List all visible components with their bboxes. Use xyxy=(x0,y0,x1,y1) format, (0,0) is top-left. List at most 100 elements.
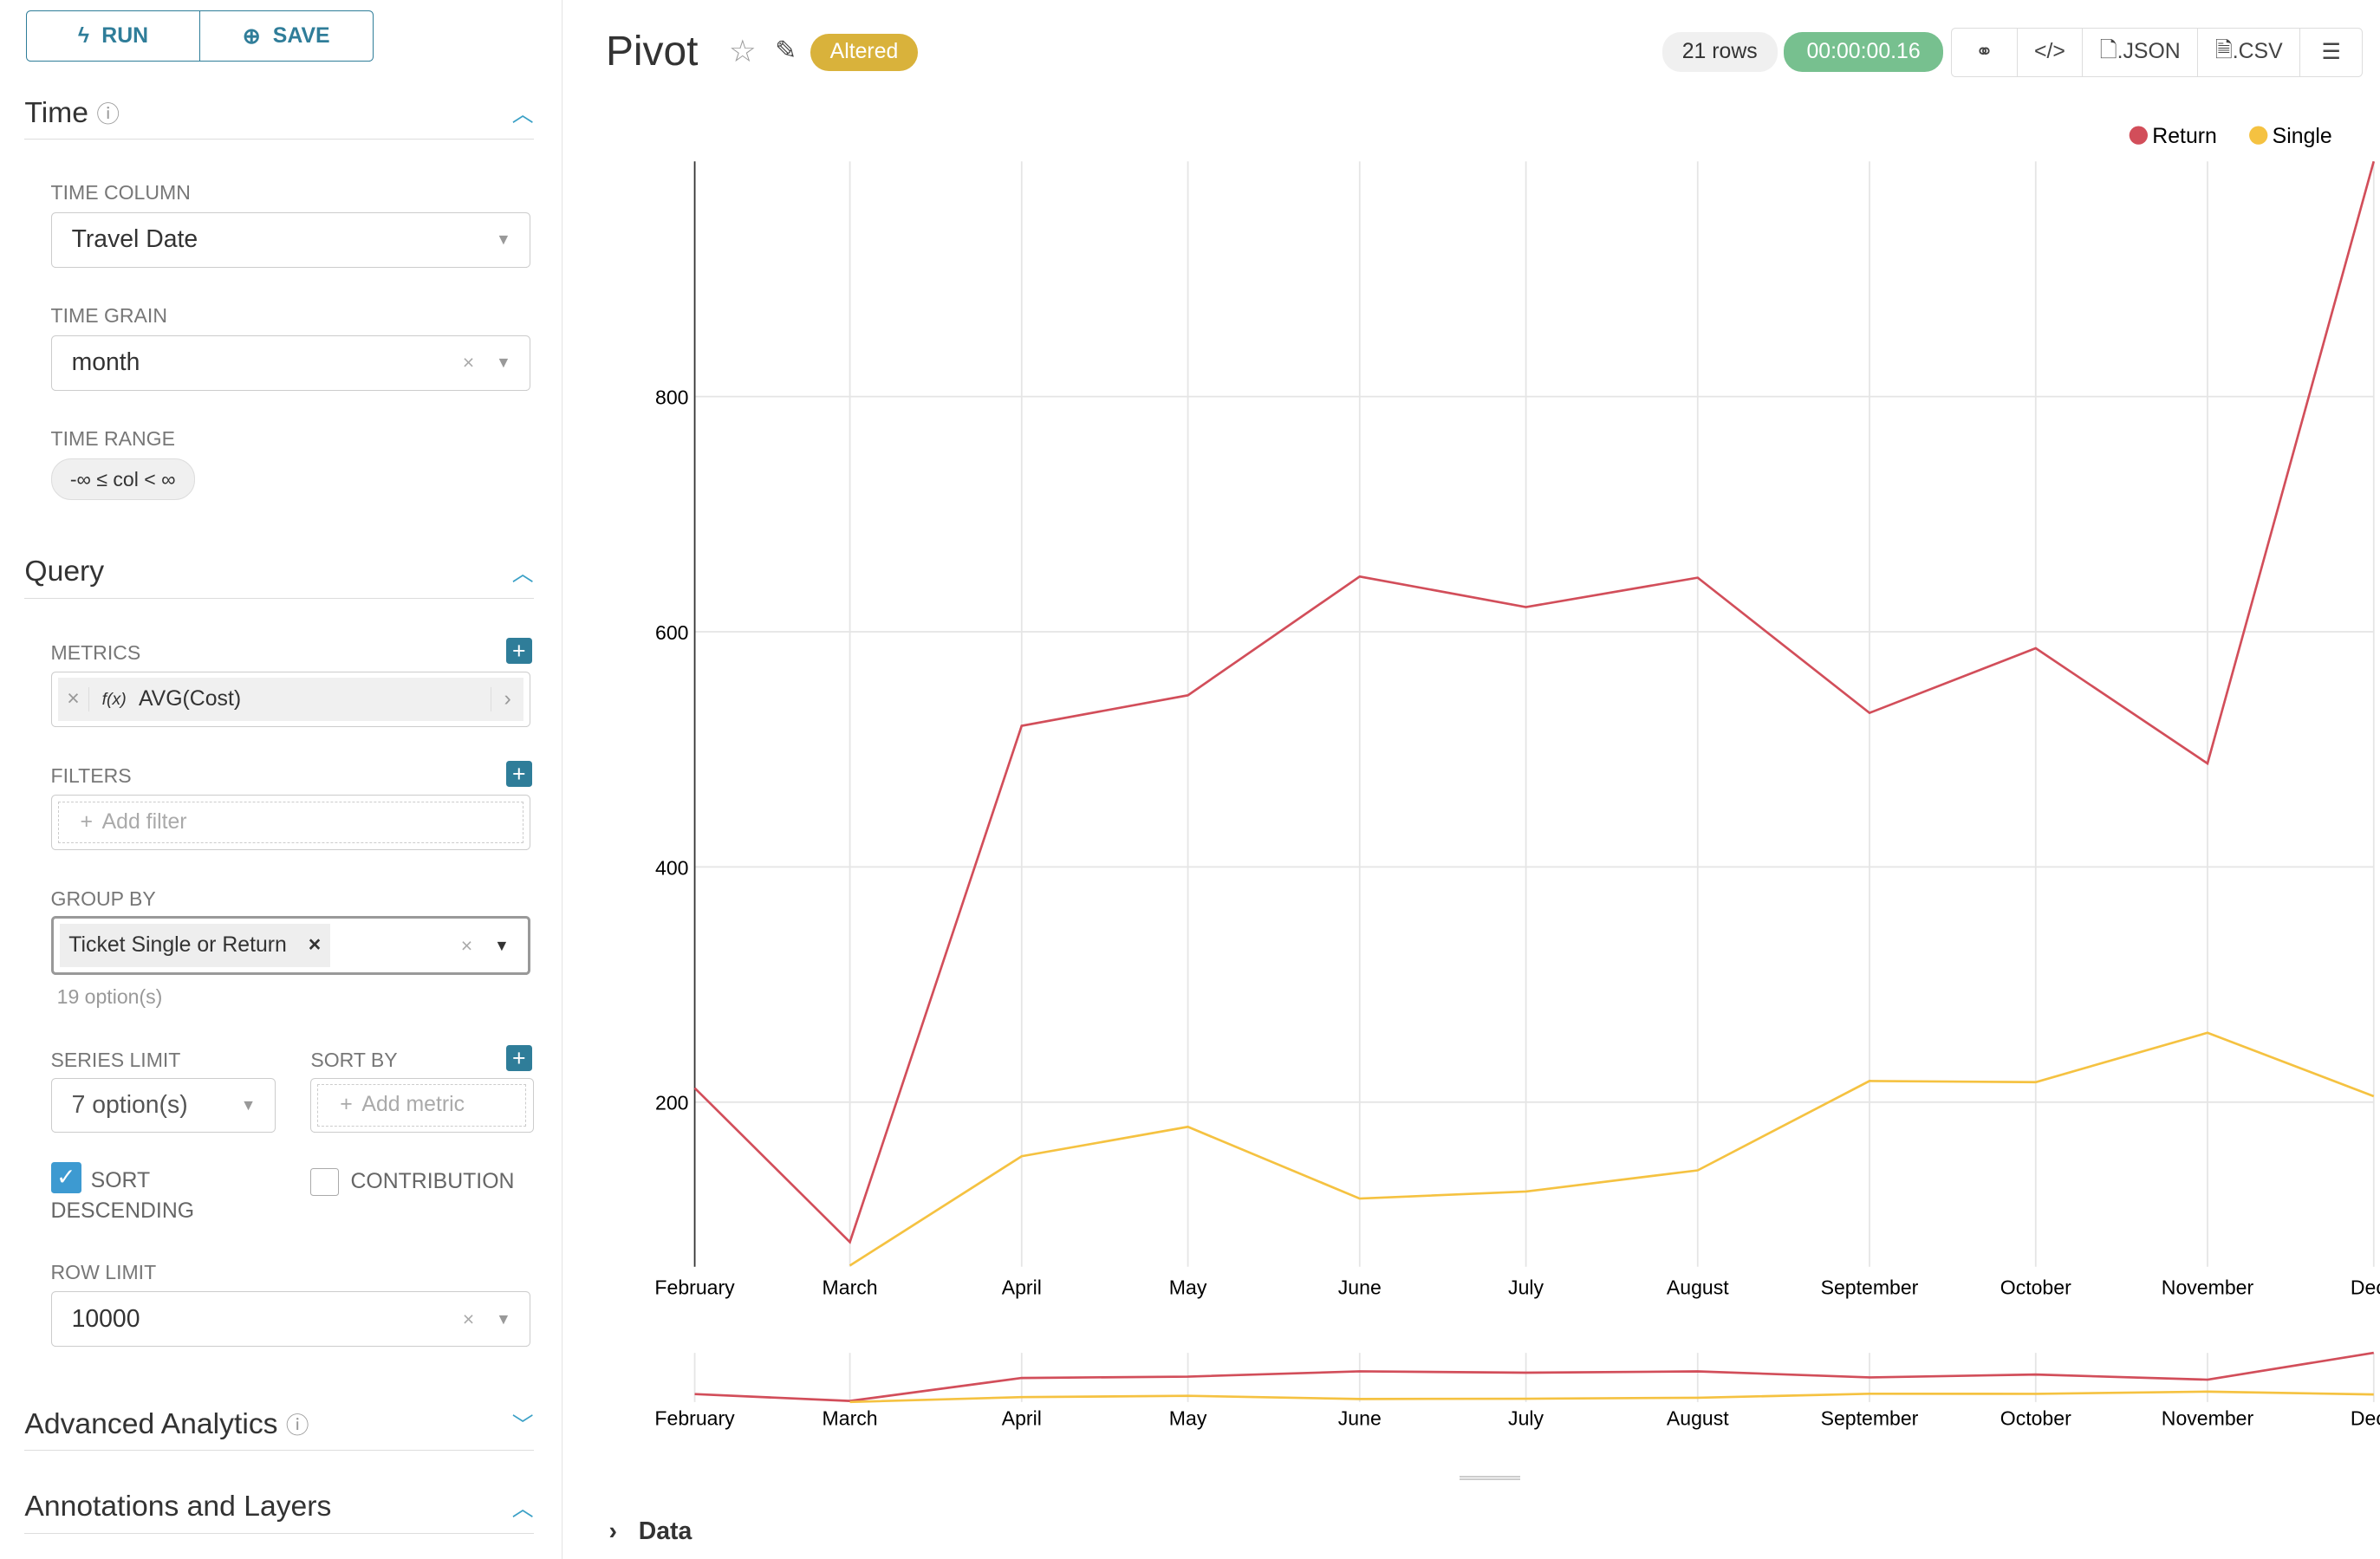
sort-by-field[interactable]: + Add metric xyxy=(310,1078,533,1134)
add-sort-plus-button[interactable]: + xyxy=(506,1045,532,1071)
brush-x-tick-label: August xyxy=(1667,1406,1729,1429)
data-toggle-label: Data xyxy=(639,1517,693,1546)
line-chart: 200 400 600 800 February February March March Ap… xyxy=(562,0,2380,1476)
time-grain-select[interactable]: month × ▼ xyxy=(51,335,530,391)
chevron-up-icon[interactable]: ︿ xyxy=(512,1491,534,1523)
x-tick-label: September xyxy=(1821,1276,1919,1299)
x-tick-label: May xyxy=(1169,1276,1207,1299)
x-tick-label: June xyxy=(1338,1276,1382,1299)
series-limit-label: SERIES LIMIT xyxy=(51,1049,181,1072)
legend-marker-single xyxy=(2249,126,2267,144)
bolt-icon: ϟ xyxy=(78,24,89,49)
legend-label-single[interactable]: Single xyxy=(2273,125,2332,148)
series-line-return xyxy=(695,161,2374,1242)
y-tick-label: 800 xyxy=(655,387,688,409)
contribution-label: CONTRIBUTION xyxy=(350,1170,514,1194)
add-metric-plus-button[interactable]: + xyxy=(506,638,532,664)
info-icon: ⓘ xyxy=(96,101,120,127)
annotations-title: Annotations and Layers xyxy=(24,1490,331,1523)
clear-icon[interactable]: × xyxy=(461,934,472,958)
series-limit-select[interactable]: 7 option(s) ▼ xyxy=(51,1078,276,1134)
caret-down-icon: ▼ xyxy=(496,1310,511,1328)
plus-circle-icon: ⊕ xyxy=(243,23,261,49)
series-line-single xyxy=(850,1033,2374,1266)
brush-x-tick-label: April xyxy=(1002,1406,1042,1429)
row-limit-value: 10000 xyxy=(72,1305,140,1334)
group-by-select[interactable]: Ticket Single or Return× × ▼ xyxy=(51,916,530,974)
fx-icon: f(x) xyxy=(102,690,127,710)
row-limit-select[interactable]: 10000 × ▼ xyxy=(51,1291,530,1347)
query-section-header[interactable]: Query ︿ xyxy=(24,546,533,599)
annotations-header[interactable]: Annotations and Layers ︿ xyxy=(24,1480,533,1533)
brush-x-tick-label: November xyxy=(2162,1406,2254,1429)
metrics-label: METRICS xyxy=(51,641,141,665)
run-button[interactable]: ϟ RUN xyxy=(27,11,199,61)
brush-x-tick-label: Dece xyxy=(2351,1406,2380,1429)
chevron-up-icon[interactable]: ︿ xyxy=(512,97,534,128)
contribution-checkbox[interactable] xyxy=(310,1168,338,1196)
advanced-analytics-header[interactable]: Advanced Analytics ⓘ﹀ xyxy=(24,1398,533,1451)
save-button[interactable]: ⊕SAVE xyxy=(199,11,373,61)
add-filter-button[interactable]: +Add filter xyxy=(58,802,523,843)
y-tick-label: 600 xyxy=(655,621,688,644)
group-by-options-count: 19 option(s) xyxy=(57,985,163,1009)
metric-value: AVG(Cost) xyxy=(139,687,241,711)
brush-x-tick-label: March xyxy=(823,1406,878,1429)
row-limit-label: ROW LIMIT xyxy=(51,1261,157,1284)
time-range-pill[interactable]: -∞ ≤ col < ∞ xyxy=(51,458,195,500)
plus-icon: + xyxy=(80,810,93,835)
caret-down-icon: ▼ xyxy=(496,354,511,372)
add-metric-button[interactable]: + Add metric xyxy=(317,1084,526,1126)
x-tick-label: February xyxy=(655,1276,736,1299)
remove-icon[interactable]: × xyxy=(309,933,322,958)
brush-x-tick-label: October xyxy=(2000,1406,2071,1429)
action-buttons: ϟ RUN ⊕SAVE xyxy=(26,10,373,62)
resize-handle[interactable] xyxy=(1460,1476,1521,1480)
series-limit-value: 7 option(s) xyxy=(72,1091,188,1120)
chart-panel: Pivot ☆ ✎ Altered 21 rows 00:00:00.16 ⚭ … xyxy=(562,0,2380,1559)
time-range-label: TIME RANGE xyxy=(51,427,175,451)
chevron-up-icon[interactable]: ︿ xyxy=(512,556,534,588)
x-tick-label: August xyxy=(1667,1276,1729,1299)
legend-label-return[interactable]: Return xyxy=(2153,125,2218,148)
plus-icon: + xyxy=(340,1093,353,1117)
brush-x-tick-label: May xyxy=(1169,1406,1207,1429)
sort-descending-label: SORT DESCENDING xyxy=(51,1166,205,1227)
advanced-title: Advanced Analytics xyxy=(24,1407,277,1440)
remove-icon[interactable]: × xyxy=(58,687,90,711)
group-by-chip: Ticket Single or Return× xyxy=(60,924,330,967)
time-column-value: Travel Date xyxy=(72,225,198,254)
legend-marker-return xyxy=(2130,126,2148,144)
time-column-select[interactable]: Travel Date ▼ xyxy=(51,212,530,268)
time-grain-value: month xyxy=(72,348,140,377)
query-title: Query xyxy=(24,555,104,588)
run-label: RUN xyxy=(101,24,148,49)
time-section-header[interactable]: Time ⓘ︿ xyxy=(24,86,533,139)
x-tick-label: March xyxy=(823,1276,878,1299)
y-tick-label: 200 xyxy=(655,1092,688,1114)
caret-down-icon: ▼ xyxy=(494,937,510,955)
time-column-label: TIME COLUMN xyxy=(51,181,191,205)
add-filter-plus-button[interactable]: + xyxy=(506,761,532,787)
sort-by-label: SORT BY xyxy=(310,1049,397,1072)
brush-x-tick-label: July xyxy=(1508,1406,1544,1429)
x-tick-label: April xyxy=(1002,1276,1042,1299)
x-tick-label: October xyxy=(2000,1276,2071,1299)
filters-label: FILTERS xyxy=(51,764,132,788)
caret-down-icon: ▼ xyxy=(496,231,511,249)
clear-icon[interactable]: × xyxy=(463,351,474,374)
group-by-label: GROUP BY xyxy=(51,887,156,911)
filters-field[interactable]: +Add filter xyxy=(51,795,530,850)
brush-x-tick-label: February xyxy=(655,1406,736,1429)
y-tick-label: 400 xyxy=(655,856,688,879)
chevron-right-icon: › xyxy=(609,1517,617,1546)
brush-line-single xyxy=(850,1392,2374,1402)
add-metric-label: Add metric xyxy=(361,1093,465,1117)
caret-down-icon: ▼ xyxy=(241,1096,257,1114)
chevron-right-icon[interactable]: › xyxy=(491,687,523,711)
data-toggle[interactable]: › Data xyxy=(609,1517,693,1546)
chevron-down-icon[interactable]: ﹀ xyxy=(512,1408,534,1439)
metric-chip[interactable]: × f(x) AVG(Cost) › xyxy=(58,678,523,721)
metrics-field[interactable]: × f(x) AVG(Cost) › xyxy=(51,672,530,727)
clear-icon[interactable]: × xyxy=(463,1308,474,1331)
